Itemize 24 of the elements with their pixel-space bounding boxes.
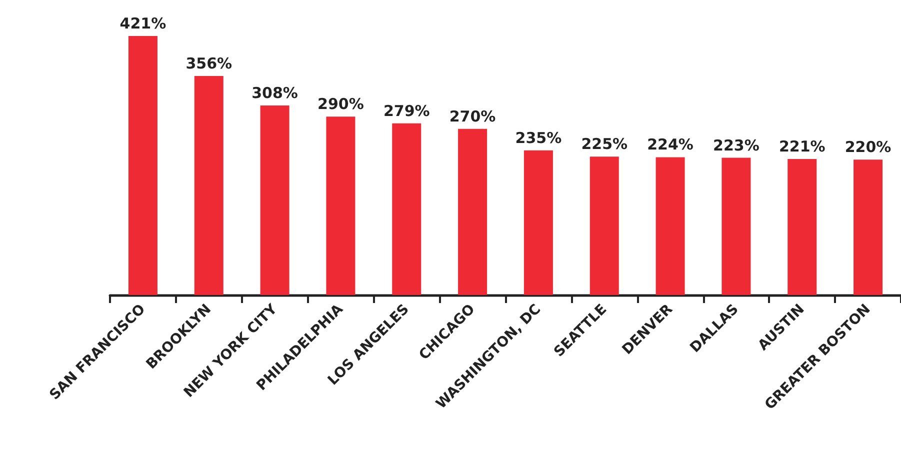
data-label: 290% — [318, 95, 364, 114]
data-label: 225% — [581, 135, 628, 154]
bar — [590, 156, 619, 295]
bar — [458, 128, 488, 295]
bar — [788, 159, 817, 295]
data-label: 223% — [713, 136, 760, 154]
bar — [722, 158, 751, 295]
data-label: 270% — [449, 107, 496, 126]
bar — [194, 76, 224, 295]
data-label: 220% — [844, 138, 892, 156]
bar — [524, 150, 553, 295]
bar — [260, 106, 290, 295]
bar — [128, 36, 158, 295]
data-label: 356% — [186, 54, 232, 72]
bar — [656, 157, 685, 295]
data-label: 224% — [647, 136, 694, 154]
bar — [326, 116, 356, 295]
data-label: 235% — [515, 128, 562, 147]
data-label: 421% — [120, 14, 166, 32]
data-label: 221% — [778, 138, 826, 156]
data-label: 279% — [383, 102, 430, 120]
bar — [392, 123, 422, 295]
data-label: 308% — [252, 84, 298, 102]
bar — [854, 160, 883, 295]
